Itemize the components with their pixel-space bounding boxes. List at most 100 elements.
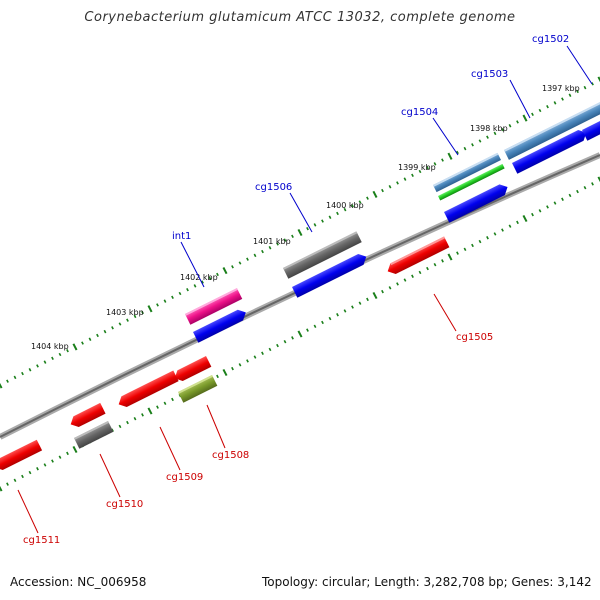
upper-scale-tick <box>411 173 414 177</box>
lower-scale-tick <box>553 201 557 205</box>
scale-label-1403: 1403 kbp <box>106 308 144 317</box>
upper-scale-tick <box>351 204 354 208</box>
lower-scale-tick <box>463 247 467 251</box>
upper-scale-tick <box>6 379 9 383</box>
upper-scale-tick <box>321 219 324 223</box>
lower-scale-tick <box>216 374 219 379</box>
lower-scale-tick <box>343 309 347 313</box>
upper-scale-tick <box>246 257 249 261</box>
accession-label: Accession: NC_006958 <box>10 575 147 589</box>
gene-cg1510-red[interactable] <box>68 402 106 430</box>
leader-lines <box>17 45 593 534</box>
gene-cg1511[interactable] <box>0 439 43 473</box>
upper-scale-tick <box>21 371 24 376</box>
upper-scale-tick <box>297 228 303 237</box>
lower-scale-tick <box>372 291 378 300</box>
lower-scale-tick <box>246 359 249 363</box>
gene-cg1502-blue[interactable] <box>582 114 600 141</box>
lower-scale-tick <box>583 186 587 190</box>
lower-scale-tick <box>28 470 32 475</box>
upper-scale-tick <box>216 272 219 277</box>
lower-scale-tick <box>58 455 62 459</box>
scale-label-1398: 1398 kbp <box>470 124 508 133</box>
gene-cg1502-steel[interactable] <box>503 101 600 160</box>
upper-scale-tick <box>66 349 69 353</box>
upper-scale-tick <box>372 190 378 198</box>
gene-label-cg1505: cg1505 <box>456 332 493 343</box>
upper-scale-tick <box>283 238 287 242</box>
gene-int1-blue[interactable] <box>193 307 248 343</box>
upper-scale-tick <box>103 329 107 334</box>
upper-scale-tick <box>366 196 369 200</box>
gene-cg1505[interactable] <box>385 236 450 277</box>
upper-scale-tick <box>471 143 474 147</box>
gene-cg1504-steel[interactable] <box>433 152 502 193</box>
upper-scale-tick <box>343 207 347 212</box>
lower-scale-tick <box>531 212 534 217</box>
upper-scale-tick <box>403 177 407 181</box>
upper-scale-tick <box>253 253 257 258</box>
lower-scale-tick <box>253 355 257 359</box>
lower-scale-tick <box>418 270 422 275</box>
gene-cg1504-green[interactable] <box>438 163 505 201</box>
upper-scale-tick <box>597 76 600 83</box>
upper-scale-tick <box>426 166 429 170</box>
upper-scale-tick <box>493 131 497 136</box>
lower-scale-tick <box>21 474 24 479</box>
lower-scale-tick <box>546 205 549 209</box>
gene-cg1509[interactable] <box>116 370 179 409</box>
upper-scale-tick <box>72 343 78 351</box>
upper-scale-tick <box>546 105 549 109</box>
lower-scale-tick <box>486 236 489 240</box>
lower-scale-tick <box>118 424 122 429</box>
upper-scale-tick <box>261 249 264 254</box>
scale-label-1401: 1401 kbp <box>253 237 291 246</box>
upper-scale-tick <box>456 150 459 155</box>
upper-scale-tick <box>238 261 242 265</box>
gene-cg1503-blue[interactable] <box>512 127 589 174</box>
gene-label-cg1503: cg1503 <box>471 69 508 80</box>
map-title: Corynebacterium glutamicum ATCC 13032, c… <box>84 10 516 25</box>
upper-scale-tick <box>222 267 228 275</box>
genes-forward <box>185 101 600 343</box>
upper-scale-tick <box>396 181 399 185</box>
lower-scale-tick <box>358 301 362 305</box>
gene-int1-pink[interactable] <box>185 288 243 325</box>
gene-cg1506-gray[interactable] <box>283 231 362 279</box>
upper-scale-tick <box>126 318 129 322</box>
lower-scale-tick <box>447 253 453 261</box>
gene-cg1507[interactable] <box>172 356 212 384</box>
upper-scale-tick <box>13 375 17 380</box>
gene-cg1504-blue[interactable] <box>444 182 510 223</box>
lower-scale-tick <box>538 209 542 213</box>
lower-scale-tick <box>426 266 429 271</box>
upper-scale-tick <box>358 200 362 204</box>
gene-label-cg1506: cg1506 <box>255 182 292 193</box>
lower-scale-tick <box>516 220 519 225</box>
upper-scale-tick <box>141 310 144 315</box>
lower-scale-tick <box>597 176 600 183</box>
upper-scale-tick <box>568 93 572 97</box>
upper-scale-tick <box>508 124 512 128</box>
lower-scale-tick <box>51 459 54 463</box>
lower-scale-tick <box>238 363 242 367</box>
upper-scale-tick <box>388 185 392 189</box>
scale-label-1404: 1404 kbp <box>31 342 69 351</box>
upper-scale-tick <box>118 322 122 326</box>
upper-scale-tick <box>96 333 99 338</box>
gene-label-cg1502: cg1502 <box>532 34 569 45</box>
upper-scale-tick <box>328 215 332 219</box>
lower-scale-tick <box>456 251 459 255</box>
lower-scale-tick <box>366 297 369 302</box>
lower-scale-tick <box>0 485 3 492</box>
lower-scale-tick <box>328 316 332 321</box>
lower-scale-tick <box>522 214 528 223</box>
gene-cg1510-gray[interactable] <box>74 421 114 449</box>
gene-cg1508[interactable] <box>178 375 218 403</box>
lower-scale-tick <box>171 397 174 402</box>
lower-scale-tick <box>306 328 309 332</box>
lower-scale-tick <box>36 467 39 471</box>
lower-scale-tick <box>72 445 78 454</box>
gene-cg1506-blue[interactable] <box>292 251 369 298</box>
lower-scale-tick <box>351 305 354 309</box>
